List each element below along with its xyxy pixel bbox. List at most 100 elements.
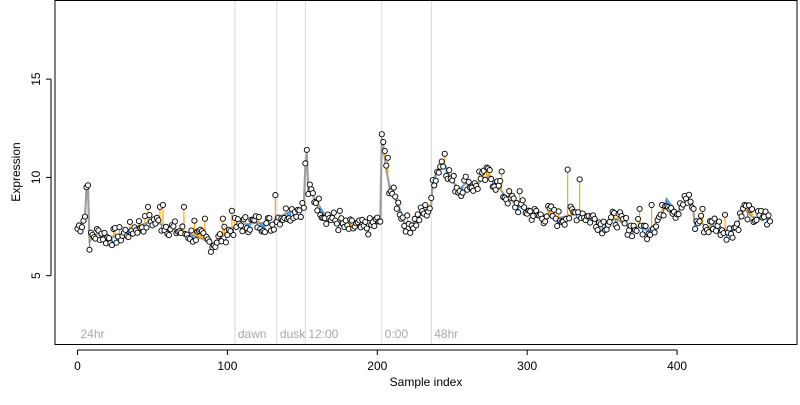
data-point xyxy=(635,215,642,223)
data-point xyxy=(348,217,355,224)
data-point xyxy=(623,215,630,222)
data-point xyxy=(515,209,522,216)
data-point xyxy=(753,216,760,223)
data-point xyxy=(686,191,693,198)
data-point xyxy=(660,212,667,219)
phase-divider-lines xyxy=(234,0,432,345)
data-point xyxy=(675,211,682,218)
data-point xyxy=(440,163,447,170)
data-point xyxy=(395,199,402,206)
data-point xyxy=(696,218,703,225)
data-point xyxy=(393,205,400,212)
data-point xyxy=(510,195,517,202)
data-point xyxy=(729,234,736,241)
data-point xyxy=(504,200,511,207)
data-point xyxy=(498,168,505,175)
data-point xyxy=(636,205,643,212)
data-point xyxy=(497,177,504,185)
phase-label: 48hr xyxy=(434,327,458,341)
data-point xyxy=(282,205,289,212)
data-point xyxy=(621,220,628,227)
data-point xyxy=(554,222,561,230)
y-tick-label: 5 xyxy=(29,272,43,279)
y-tick-label: 15 xyxy=(29,72,43,86)
data-point xyxy=(591,215,598,222)
data-point xyxy=(380,138,387,146)
data-point xyxy=(192,237,199,244)
data-point xyxy=(84,182,92,189)
data-point xyxy=(687,198,694,205)
data-point xyxy=(255,213,262,221)
data-point xyxy=(446,167,453,174)
data-point xyxy=(219,215,226,222)
data-point xyxy=(608,214,615,221)
data-point xyxy=(126,218,133,225)
data-point xyxy=(366,215,373,222)
data-point xyxy=(113,239,120,246)
phase-label: dusk xyxy=(280,327,306,341)
data-point xyxy=(201,215,208,222)
data-point xyxy=(600,218,607,225)
data-point xyxy=(633,227,640,234)
y-axis-label: Expression xyxy=(9,142,23,201)
data-point xyxy=(155,217,162,224)
data-point xyxy=(170,223,177,230)
data-point xyxy=(404,212,411,219)
data-point xyxy=(362,218,369,225)
plot-frame xyxy=(54,0,798,345)
data-point xyxy=(323,220,330,227)
data-point xyxy=(651,229,658,236)
data-point xyxy=(383,162,390,169)
data-point xyxy=(765,212,772,219)
data-point xyxy=(407,229,414,236)
data-point xyxy=(227,228,234,235)
data-point xyxy=(381,147,388,155)
data-point xyxy=(422,201,429,209)
phase-label: 0:00 xyxy=(385,327,409,341)
data-point xyxy=(390,184,397,191)
data-point xyxy=(216,231,223,238)
data-point xyxy=(564,166,571,173)
data-point xyxy=(594,226,601,233)
data-point xyxy=(435,169,442,176)
data-point xyxy=(465,178,472,185)
data-point xyxy=(716,218,723,225)
data-point xyxy=(300,204,307,211)
data-point xyxy=(146,211,153,219)
data-point xyxy=(762,208,769,215)
data-point xyxy=(261,229,268,236)
data-point xyxy=(735,226,742,234)
data-point xyxy=(486,167,493,174)
data-point xyxy=(642,222,649,230)
data-point xyxy=(239,228,246,235)
phase-label: 24hr xyxy=(80,327,104,341)
data-point xyxy=(629,233,636,240)
data-point xyxy=(134,229,141,236)
data-point xyxy=(143,224,150,231)
data-point xyxy=(230,231,237,239)
data-point xyxy=(653,223,660,230)
data-point xyxy=(414,211,421,218)
data-points xyxy=(74,131,774,255)
x-axis-label: Sample index xyxy=(390,375,463,389)
data-point xyxy=(162,223,169,230)
data-point xyxy=(462,173,469,180)
data-point xyxy=(276,221,283,228)
data-point xyxy=(81,213,89,220)
data-point xyxy=(179,223,186,230)
data-point xyxy=(135,218,142,225)
data-point xyxy=(733,220,741,227)
x-tick-label: 100 xyxy=(217,359,237,373)
data-point xyxy=(263,220,270,227)
data-point xyxy=(438,158,445,165)
y-axis: 5 10 15 xyxy=(29,72,52,279)
data-point xyxy=(78,224,86,231)
data-point xyxy=(450,172,457,179)
data-point xyxy=(426,205,433,212)
data-point xyxy=(721,211,729,218)
data-point xyxy=(165,232,172,239)
data-point xyxy=(303,146,310,153)
data-point xyxy=(748,206,756,213)
data-point xyxy=(377,218,384,225)
